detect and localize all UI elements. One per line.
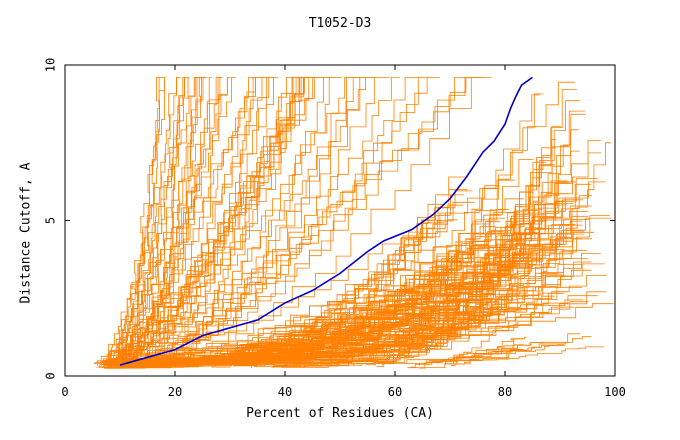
model-curve — [240, 215, 589, 363]
model-curve — [202, 249, 587, 365]
model-curve — [102, 77, 230, 366]
highlighted-series-line — [119, 76, 533, 366]
model-curve — [446, 343, 564, 365]
model-curve — [115, 77, 260, 365]
model-curve — [211, 110, 585, 365]
x-tick-label: 80 — [498, 385, 512, 399]
model-curve — [131, 77, 485, 366]
model-curve — [114, 77, 256, 366]
x-tick-label: 20 — [168, 385, 182, 399]
model-curve — [112, 77, 178, 366]
model-curve — [211, 159, 534, 368]
model-curve — [352, 126, 562, 366]
model-curve — [276, 200, 566, 367]
model-curve — [147, 201, 475, 363]
model-curve — [233, 81, 575, 368]
model-curve — [255, 94, 540, 364]
chart-title: T1052-D3 — [308, 16, 372, 31]
x-axis-label: Percent of Residues (CA) — [246, 406, 434, 421]
model-curve — [103, 77, 327, 368]
model-curve — [450, 336, 527, 367]
model-curve — [335, 147, 556, 366]
model-curves — [93, 77, 614, 369]
y-axis-ticks: 0 5 10 — [44, 58, 615, 380]
model-curve — [301, 197, 574, 366]
model-curve — [105, 77, 203, 365]
model-curve — [112, 77, 430, 364]
model-curve — [103, 219, 568, 364]
model-curve — [113, 260, 514, 363]
model-curve — [251, 183, 592, 368]
y-tick-label: 5 — [44, 217, 58, 224]
model-curve — [106, 77, 199, 365]
x-tick-label: 40 — [278, 385, 292, 399]
model-curve — [318, 230, 584, 365]
model-curve — [104, 190, 473, 366]
highlighted-model — [119, 76, 533, 366]
model-curve — [445, 346, 605, 365]
x-tick-label: 0 — [61, 385, 68, 399]
model-curve — [382, 139, 556, 366]
model-curve — [106, 77, 358, 367]
model-curve — [99, 263, 582, 368]
x-tick-label: 100 — [604, 385, 626, 399]
model-curve — [107, 77, 279, 366]
y-tick-label: 10 — [44, 58, 58, 72]
model-curve — [271, 182, 570, 368]
y-tick-label: 0 — [44, 372, 58, 379]
model-curve — [111, 77, 326, 367]
model-curve — [104, 77, 480, 367]
model-curve — [419, 336, 592, 369]
model-curve — [93, 77, 223, 364]
model-curve — [111, 77, 315, 368]
model-curve — [103, 77, 223, 368]
model-curve — [365, 89, 577, 363]
model-curve — [289, 150, 580, 366]
x-tick-label: 60 — [388, 385, 402, 399]
x-axis-ticks: 0 20 40 60 80 100 — [61, 65, 626, 399]
model-curve — [125, 77, 376, 364]
model-curve — [410, 342, 545, 368]
model-curve — [406, 344, 524, 364]
model-curve — [111, 77, 165, 364]
model-curve — [103, 77, 274, 363]
model-curve — [108, 224, 583, 364]
